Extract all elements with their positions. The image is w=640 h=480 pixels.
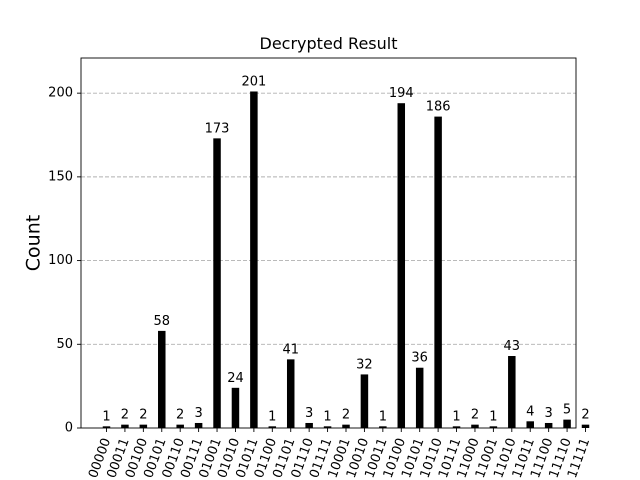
y-tick-label-50: 50 (56, 337, 73, 352)
bar-10110 (434, 116, 442, 428)
bar-01110 (305, 422, 313, 428)
bar-01100 (268, 426, 277, 428)
bar-00110 (176, 424, 184, 428)
data-label-11010: 43 (504, 339, 521, 354)
data-label-01100: 1 (268, 409, 276, 424)
bar-01101 (286, 359, 295, 428)
y-tick-label-150: 150 (48, 169, 73, 184)
y-axis-label: Count (23, 215, 45, 271)
bar-01010 (231, 387, 240, 428)
bar-11111 (581, 424, 590, 428)
bar-00000 (102, 426, 111, 428)
data-label-00000: 1 (102, 409, 110, 424)
data-label-01111: 1 (323, 409, 331, 424)
bar-10111 (452, 426, 461, 428)
bar-01001 (213, 138, 221, 428)
data-label-01010: 24 (227, 371, 244, 386)
bar-10001 (342, 424, 350, 428)
bar-00111 (194, 422, 203, 428)
data-label-01001: 173 (205, 121, 230, 136)
data-label-01110: 3 (305, 406, 313, 421)
data-label-00011: 2 (121, 408, 129, 423)
bar-10100 (397, 103, 406, 429)
data-label-10101: 36 (411, 351, 428, 366)
data-label-11100: 3 (545, 406, 553, 421)
y-tick-label-0: 0 (65, 421, 73, 436)
data-label-10100: 194 (389, 86, 414, 101)
data-label-01011: 201 (241, 74, 266, 89)
bar-10101 (415, 367, 424, 428)
data-label-00101: 58 (153, 314, 170, 329)
data-label-00100: 2 (139, 408, 147, 423)
bar-01011 (250, 91, 258, 428)
bar-10010 (360, 374, 369, 428)
y-axis-ticks: 0 50 100 150 200 (48, 86, 81, 436)
bar-11011 (526, 421, 534, 428)
data-label-10011: 1 (379, 409, 387, 424)
data-label-11011: 4 (526, 404, 534, 419)
bars-group (102, 91, 590, 429)
data-label-11111: 2 (581, 408, 589, 423)
grid-lines (81, 92, 576, 345)
y-tick-label-100: 100 (48, 253, 73, 268)
y-tick-label-200: 200 (48, 86, 73, 101)
bar-00101 (158, 330, 166, 428)
bar-00100 (139, 424, 148, 428)
data-label-10111: 1 (452, 409, 460, 424)
data-label-00110: 2 (176, 408, 184, 423)
data-label-11000: 2 (471, 408, 479, 423)
data-label-10010: 32 (356, 357, 373, 372)
data-label-01101: 41 (282, 342, 299, 357)
data-label-11110: 5 (563, 403, 571, 418)
chart-title: Decrypted Result (260, 34, 398, 53)
bar-11110 (563, 419, 571, 428)
plot-frame (80, 57, 577, 429)
x-axis-ticks: 0000000011001000010100110001110100101010… (86, 428, 593, 480)
data-label-10110: 186 (426, 100, 451, 115)
bar-10011 (379, 426, 387, 428)
data-label-11001: 1 (489, 409, 497, 424)
bar-00011 (121, 424, 129, 428)
bar-11001 (489, 426, 498, 428)
bar-01111 (323, 426, 332, 428)
data-label-00111: 3 (194, 406, 202, 421)
bar-11100 (544, 422, 553, 428)
data-label-10001: 2 (342, 408, 350, 423)
bar-11010 (508, 356, 516, 428)
bar-11000 (471, 424, 479, 428)
